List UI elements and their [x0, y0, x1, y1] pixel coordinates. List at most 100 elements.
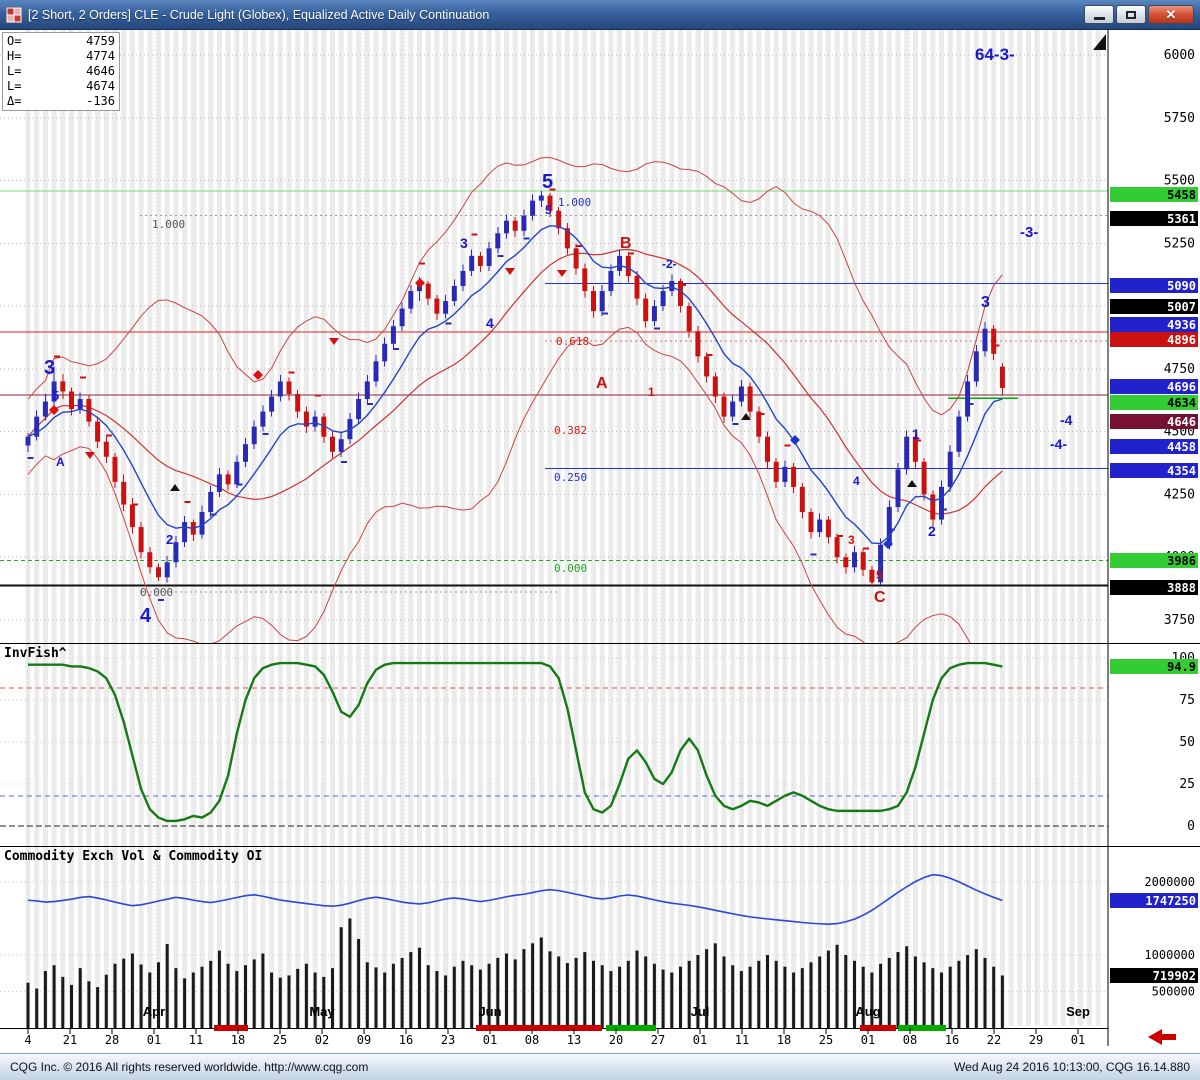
price-badge: [1110, 580, 1198, 595]
svg-text:4458: 4458: [1167, 440, 1196, 454]
invfish-tick-label: 0: [1187, 819, 1195, 834]
price-tick-label: 4250: [1164, 487, 1195, 502]
invfish-tick-label: 25: [1179, 777, 1195, 792]
date-tick-label: 27: [651, 1033, 665, 1047]
price-badge: [1110, 893, 1198, 908]
date-tick-label: 02: [315, 1033, 329, 1047]
price-tick-label: 5500: [1164, 174, 1195, 189]
wave-label: 5: [876, 568, 883, 582]
maximize-button[interactable]: [1116, 5, 1146, 24]
volume-tick-label: 500000: [1152, 985, 1195, 999]
wave-label: -3-: [1020, 224, 1038, 241]
month-label: Apr: [143, 1004, 165, 1019]
wave-annotations: 1.000 0.000 1.000 0.618 0.382 0.250 0.000 3 5 A 2 4…: [44, 34, 1106, 627]
corner-marker-icon: [1093, 34, 1106, 50]
month-label: Aug: [855, 1004, 880, 1019]
wave-label: B: [620, 235, 632, 252]
open-interest-line: [27, 873, 1003, 925]
month-label: Sep: [1066, 1004, 1090, 1019]
date-tick-label: 29: [1029, 1033, 1043, 1047]
svg-text:4896: 4896: [1167, 333, 1196, 347]
svg-text:5361: 5361: [1167, 212, 1196, 226]
status-clock: Wed Aug 24 2016 10:13:00, CQG 16.14.880: [954, 1060, 1190, 1074]
title-bar: [2 Short, 2 Orders] CLE - Crude Light (G…: [0, 0, 1200, 30]
wave-label: 4: [140, 605, 152, 627]
minimize-icon: [1093, 17, 1105, 20]
price-panel: [25, 157, 1005, 643]
wave-label: -2-: [662, 257, 677, 271]
svg-text:4354: 4354: [1167, 464, 1196, 478]
volume-title: Commodity Exch Vol & Commodity OI: [4, 849, 262, 864]
fib-label: 0.618: [556, 335, 589, 348]
close-icon: ✕: [1165, 7, 1177, 22]
fib-label: 0.000: [140, 586, 173, 599]
sell-arrow-icon: [505, 268, 515, 275]
svg-text:4634: 4634: [1167, 396, 1196, 410]
price-badge: [1110, 211, 1198, 226]
wave-label: 1: [912, 426, 920, 442]
svg-text:5090: 5090: [1167, 279, 1196, 293]
window-title: [2 Short, 2 Orders] CLE - Crude Light (G…: [28, 7, 490, 22]
svg-text:4936: 4936: [1167, 318, 1196, 332]
price-badge: [1110, 187, 1198, 202]
wave-label: 5: [542, 171, 553, 193]
wave-label: 2: [166, 532, 173, 547]
wave-label: -4: [1060, 412, 1073, 428]
date-tick-label: 4: [24, 1033, 31, 1047]
quote-label: H=: [7, 49, 22, 63]
sell-arrow-icon: [557, 270, 567, 277]
quote-label: L=: [7, 64, 22, 78]
svg-text:4696: 4696: [1167, 380, 1196, 394]
quote-label: L=: [7, 79, 22, 93]
app-icon: [6, 6, 22, 23]
fib-label: 0.382: [554, 424, 587, 437]
svg-text:719902: 719902: [1153, 969, 1196, 983]
price-badge: [1110, 379, 1198, 394]
date-tick-label: 16: [945, 1033, 959, 1047]
diamond-marker: [790, 435, 800, 445]
close-button[interactable]: ✕: [1148, 5, 1194, 24]
trend-segment: [476, 1025, 602, 1031]
buy-arrow-icon: [907, 480, 917, 487]
quote-value: -136: [86, 94, 115, 108]
trend-segment: [898, 1025, 946, 1031]
date-tick-label: 08: [903, 1033, 917, 1047]
wave-label: 5: [52, 388, 59, 403]
quote-value: 4674: [86, 79, 115, 93]
date-tick-label: 08: [525, 1033, 539, 1047]
window-controls: ✕: [1084, 5, 1194, 24]
chart-canvas[interactable]: InvFish^ Commodity Exch Vol & Commodity O…: [0, 30, 1200, 1053]
quote-row: O= 4759: [7, 34, 115, 49]
lower-band-line: [27, 326, 971, 643]
slow-ma-line: [27, 248, 1003, 515]
date-tick-label: 25: [819, 1033, 833, 1047]
wave-label: A: [56, 455, 65, 469]
chart-background: [0, 30, 1108, 1026]
price-badge: [1110, 278, 1198, 293]
fib-label: 1.000: [152, 218, 185, 231]
date-tick-label: 16: [399, 1033, 413, 1047]
price-badge: [1110, 414, 1198, 429]
minimize-button[interactable]: [1084, 5, 1114, 24]
fib-label: 0.000: [554, 562, 587, 575]
date-tick-label: 28: [105, 1033, 119, 1047]
price-tick-label: 3750: [1164, 613, 1195, 628]
quote-row: H= 4774: [7, 49, 115, 64]
svg-text:3986: 3986: [1167, 554, 1196, 568]
wave-label: 4: [486, 315, 494, 331]
scroll-end-arrow[interactable]: [1148, 1029, 1176, 1045]
price-badge: [1110, 395, 1198, 410]
ohlc-quote-box: O= 4759 H= 4774 L= 4646 L= 4674 Δ= -136: [2, 32, 120, 111]
diamond-marker: [883, 539, 893, 549]
price-badge: [1110, 463, 1198, 478]
wave-label: 64-3-: [975, 45, 1015, 64]
volume-panel: Commodity Exch Vol & Commodity OI: [4, 849, 1004, 1028]
sell-arrow-icon: [329, 338, 339, 345]
quote-row: Δ= -136: [7, 94, 115, 109]
wave-label: 3: [460, 235, 468, 251]
wave-label: 4: [853, 474, 860, 488]
wave-label: 1: [648, 385, 655, 399]
wave-label: 5: [545, 203, 552, 217]
date-tick-label: 23: [441, 1033, 455, 1047]
date-tick-label: 01: [483, 1033, 497, 1047]
